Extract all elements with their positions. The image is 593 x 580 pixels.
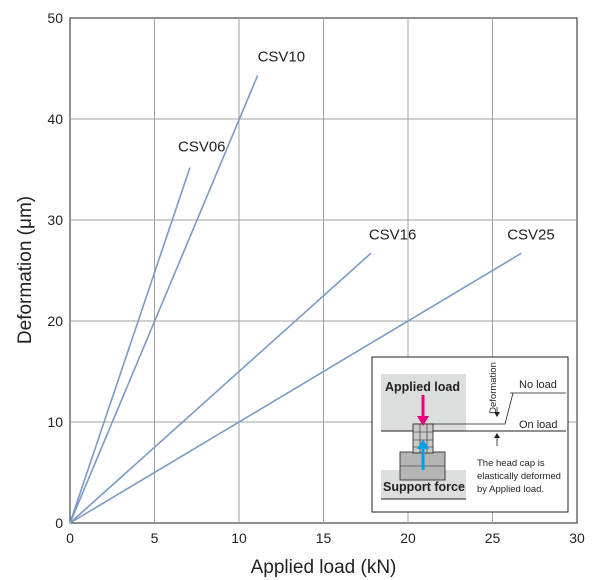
tick-labels: 0 5 10 15 20 25 30 0 10 20 30 40 50 (47, 10, 585, 546)
series-label-csv25: CSV25 (507, 226, 555, 243)
series-line-csv25 (69, 252, 522, 524)
note-line-2: elastically deformed (477, 471, 561, 482)
series-line-csv16 (69, 252, 372, 524)
applied-load-arrowhead (417, 416, 429, 426)
support-force-arrowhead (417, 439, 429, 449)
deformation-arrowhead-bottom (494, 433, 500, 438)
leader-line (414, 392, 514, 425)
y-tick-label: 30 (47, 212, 63, 228)
x-tick-label: 25 (485, 530, 501, 546)
series-label-csv06: CSV06 (178, 138, 226, 155)
no-load-label: No load (519, 379, 557, 391)
applied-load-label: Applied load (385, 380, 460, 394)
x-tick-label: 0 (66, 530, 74, 546)
y-tick-label: 20 (47, 313, 63, 329)
x-tick-label: 30 (569, 530, 585, 546)
y-tick-label: 0 (55, 515, 63, 531)
inset-diagram: Applied load No load On load Deformation… (371, 356, 569, 513)
on-load-label: On load (519, 419, 558, 431)
series-line-csv06 (69, 167, 191, 524)
y-tick-label: 50 (47, 10, 63, 26)
series-labels: CSV06 CSV10 CSV16 CSV25 (178, 49, 555, 244)
x-tick-label: 10 (231, 530, 247, 546)
support-force-label: Support force (383, 480, 465, 494)
deformation-label: Deformation (488, 362, 499, 414)
note-line-3: by Applied load. (477, 484, 544, 495)
x-tick-label: 5 (151, 530, 159, 546)
deformation-arrowhead-top (494, 412, 500, 417)
note-line-1: The head cap is (477, 458, 545, 469)
series-lines (69, 75, 522, 524)
y-tick-label: 10 (47, 414, 63, 430)
x-tick-label: 20 (400, 530, 416, 546)
series-label-csv10: CSV10 (258, 49, 306, 66)
x-tick-label: 15 (316, 530, 332, 546)
series-label-csv16: CSV16 (369, 226, 417, 243)
y-axis-title: Deformation (μm) (15, 196, 36, 344)
series-line-csv10 (69, 75, 259, 524)
y-tick-label: 40 (47, 111, 63, 127)
x-axis-title: Applied load (kN) (251, 557, 397, 578)
